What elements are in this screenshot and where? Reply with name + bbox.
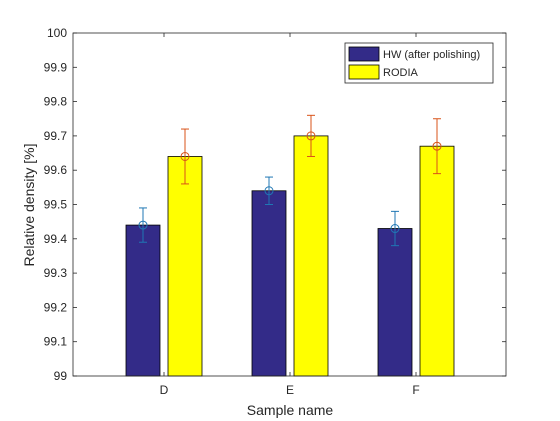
bars-layer: [125, 135, 455, 377]
ticks-layer: 99 99.1 99.2 99.3 99.4 99.5 99.6 99.7 99.8 99.9 10…: [44, 26, 506, 397]
errorbar-marker: [390, 224, 400, 234]
y-axis-label: Relative density [%]: [21, 144, 37, 267]
bar-rodia-f: [419, 145, 455, 377]
errorbar-marker: [306, 131, 316, 141]
bar-hw-d: [125, 224, 161, 377]
y-tick-label: 99.8: [44, 95, 68, 109]
legend: HW (after polishing) RODIA: [344, 42, 494, 84]
legend-swatch-rodia: [348, 64, 380, 80]
errorbar-marker: [138, 220, 148, 230]
y-tick-label: 99.9: [44, 60, 68, 74]
errorbar-marker: [264, 186, 274, 196]
bar-hw-e: [251, 190, 287, 377]
bar-rodia-e: [293, 135, 329, 377]
bar-hw-f: [377, 228, 413, 377]
errorbar-hw-f: [390, 210, 400, 247]
y-tick-label: 99.2: [44, 300, 68, 314]
legend-swatch-hw: [348, 46, 380, 62]
errorbar-hw-e: [264, 176, 274, 205]
y-tick-label: 99: [54, 369, 68, 383]
errorbar-rodia-d: [180, 128, 190, 185]
x-tick-label: D: [160, 383, 169, 397]
y-tick-label: 99.1: [44, 335, 68, 349]
y-tick-label: 100: [47, 26, 67, 40]
legend-label-rodia: RODIA: [383, 67, 419, 79]
y-tick-label: 99.6: [44, 163, 68, 177]
x-tick-label: F: [412, 383, 419, 397]
x-axis-label: Sample name: [247, 402, 334, 418]
errorbar-rodia-f: [432, 118, 442, 175]
y-tick-label: 99.3: [44, 266, 68, 280]
y-tick-label: 99.5: [44, 198, 68, 212]
x-tick-label: E: [286, 383, 294, 397]
errorbars-layer: [138, 114, 442, 247]
bar-rodia-d: [167, 156, 203, 377]
errorbar-hw-d: [138, 207, 148, 243]
errorbar-marker: [180, 151, 190, 161]
errorbar-marker: [432, 141, 442, 151]
y-tick-label: 99.7: [44, 129, 68, 143]
legend-label-hw: HW (after polishing): [383, 49, 480, 61]
y-tick-label: 99.4: [44, 232, 68, 246]
errorbar-rodia-e: [306, 114, 316, 157]
